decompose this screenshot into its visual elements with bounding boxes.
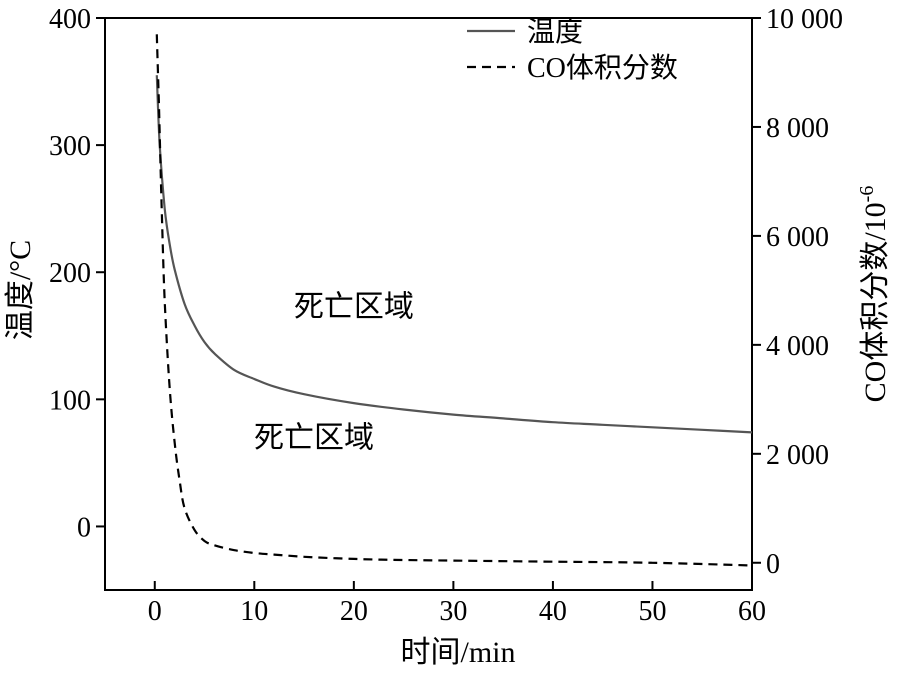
plot-border	[104, 17, 753, 591]
legend: 温度 CO体积分数	[467, 16, 678, 84]
y-left-tick-label: 0	[77, 512, 91, 543]
series-line-1	[155, 75, 753, 434]
legend-label: CO体积分数	[527, 52, 678, 84]
x-tick-label: 60	[738, 596, 766, 627]
x-tick-label: 0	[148, 596, 162, 627]
annotation-label: 死亡区域	[254, 422, 374, 455]
plot-frame	[104, 17, 753, 591]
y-axis-right-title: CO体积分数/10-6	[856, 186, 892, 403]
y-right-tick-label: 4 000	[766, 331, 829, 362]
x-axis-title: 时间/min	[400, 636, 515, 669]
y-left-tick-label: 200	[49, 258, 91, 289]
y-left-tick-label: 300	[49, 131, 91, 162]
y-left-tick-label: 400	[49, 4, 91, 35]
x-tick-label: 50	[638, 596, 666, 627]
legend-label: 温度	[527, 16, 583, 48]
x-tick-label: 40	[539, 596, 567, 627]
x-tick-label: 30	[439, 596, 467, 627]
y-right-tick-label: 0	[766, 549, 780, 580]
y-axis-right-title-main: CO体积分数/10	[859, 202, 892, 402]
y-right-tick-label: 8 000	[766, 113, 829, 144]
y-left-tick-label: 100	[49, 385, 91, 416]
x-tick-label: 20	[340, 596, 368, 627]
y-axis-left-title: 温度/°C	[4, 240, 37, 340]
series-line-2	[155, 34, 753, 567]
series-layer	[155, 34, 753, 567]
y-right-tick-label: 10 000	[766, 4, 843, 35]
annotation-label: 死亡区域	[294, 291, 414, 324]
y-right-tick-label: 2 000	[766, 440, 829, 471]
y-right-tick-label: 6 000	[766, 222, 829, 253]
y-axis-right-title-sup: -6	[856, 186, 878, 203]
x-tick-label: 10	[240, 596, 268, 627]
